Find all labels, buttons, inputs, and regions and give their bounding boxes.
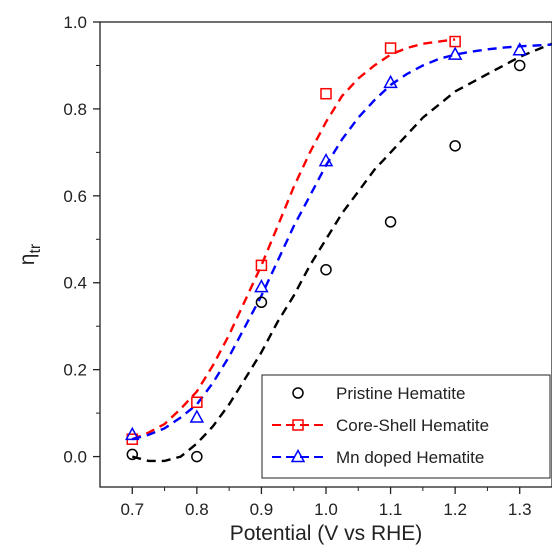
data-point-circle	[449, 140, 461, 152]
data-point-triangle	[318, 152, 334, 167]
x-tick-label: 0.9	[250, 500, 274, 519]
legend-marker-square	[292, 419, 304, 431]
data-point-square	[449, 35, 461, 48]
data-point-triangle	[512, 42, 527, 56]
data-points	[125, 35, 527, 463]
y-tick-label: 0.0	[63, 448, 87, 467]
data-point-square	[384, 42, 397, 54]
data-point-circle	[320, 263, 332, 276]
x-tick-label: 1.0	[314, 500, 338, 519]
data-point-triangle	[447, 46, 463, 60]
data-point-circle	[191, 450, 203, 463]
legend-label: Mn doped Hematite	[336, 448, 484, 467]
x-tick-label: 0.7	[120, 500, 144, 519]
data-point-square	[191, 396, 203, 409]
x-axis-label: Potential (V vs RHE)	[230, 522, 423, 545]
y-ticks: 0.0 0.2 0.4 0.6 0.8 1.0	[63, 13, 100, 467]
y-tick-label: 0.6	[63, 187, 87, 206]
y-axis-label-symbol: η	[16, 254, 39, 266]
data-point-circle	[513, 59, 526, 72]
y-axis-label-subscript: tr	[27, 243, 44, 253]
fit-line-0	[131, 42, 552, 463]
y-tick-label: 0.2	[63, 361, 87, 380]
x-ticks: 0.7 0.8 0.9 1.0 1.1 1.2 1.3	[120, 487, 532, 519]
legend: Pristine Hematite Core-Shell Hematite Mn d…	[261, 374, 551, 479]
x-tick-label: 0.8	[185, 500, 209, 519]
data-point-triangle	[125, 426, 140, 441]
legend-label: Core-Shell Hematite	[336, 416, 489, 435]
data-point-square	[255, 259, 268, 272]
data-point-triangle	[383, 74, 398, 89]
y-tick-label: 0.4	[63, 274, 87, 293]
fit-line-1	[131, 38, 456, 441]
y-tick-label: 1.0	[63, 13, 87, 32]
x-tick-label: 1.1	[379, 500, 403, 519]
legend-marker-circle	[292, 387, 304, 399]
x-tick-label: 1.2	[443, 500, 467, 519]
data-point-triangle	[254, 279, 269, 293]
x-tick-label: 1.3	[508, 500, 532, 519]
y-tick-label: 0.8	[63, 100, 87, 119]
legend-label: Pristine Hematite	[336, 384, 465, 403]
legend-box	[261, 374, 551, 479]
data-point-circle	[255, 296, 268, 309]
data-point-square	[320, 87, 332, 100]
legend-marker-triangle	[290, 448, 306, 463]
data-point-circle	[126, 448, 139, 461]
data-point-triangle	[189, 409, 205, 423]
data-point-circle	[384, 216, 397, 228]
y-axis-label: ηtr	[16, 243, 44, 265]
